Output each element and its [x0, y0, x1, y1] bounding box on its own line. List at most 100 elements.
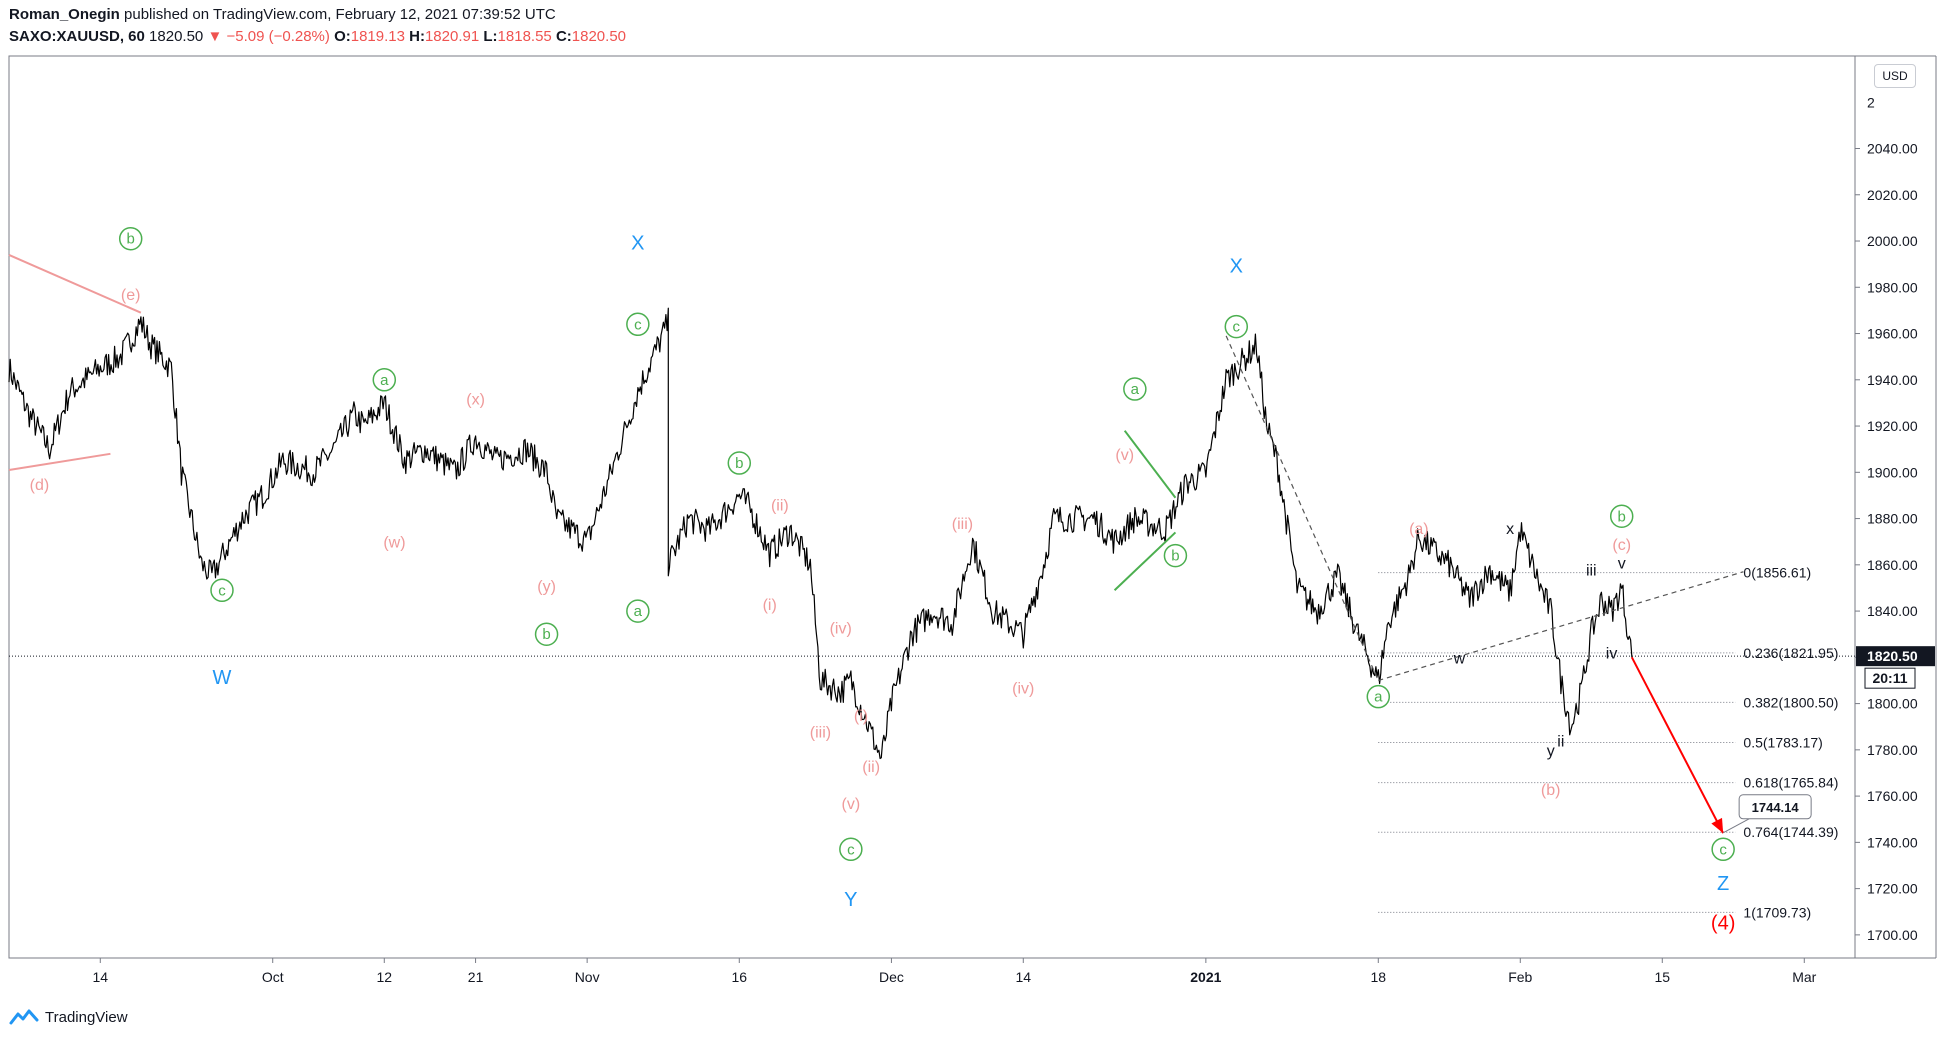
wave-label: Y [844, 889, 857, 911]
fib-level-label: 0.764(1744.39) [1743, 824, 1838, 840]
wave-label: a [1374, 689, 1383, 706]
low-label: L: [483, 28, 498, 45]
fib-level-label: 0.382(1800.50) [1743, 694, 1838, 710]
wave-label: (x) [466, 391, 485, 408]
fib-level-label: 0.5(1783.17) [1743, 735, 1822, 751]
plot-frame [8, 55, 1856, 959]
wave-label-circle [118, 226, 143, 251]
author-name: Roman_Onegin [9, 6, 120, 23]
y-tick-label: 1860.00 [1867, 557, 1918, 573]
open-value: 1819.13 [350, 28, 405, 45]
x-tick-label: 14 [1015, 969, 1031, 985]
y-tick-label: 1840.00 [1867, 603, 1918, 619]
wave-label: (w) [383, 535, 405, 552]
last-price-tag-label: 1820.50 [1867, 648, 1918, 664]
target-callout-pointer [1722, 818, 1750, 834]
y-tick-label: 1720.00 [1867, 881, 1918, 897]
y-tick-label: 2000.00 [1867, 233, 1918, 249]
wave-label: (iv) [1012, 680, 1034, 697]
wave-label: (v) [1115, 447, 1134, 464]
last-price-tag [1856, 646, 1935, 667]
wave-label: (d) [30, 477, 50, 494]
trendline [8, 452, 111, 471]
wave-label-circle [1123, 377, 1147, 401]
wave-label: X [631, 232, 644, 254]
fib-level-label: 0.236(1821.95) [1743, 645, 1838, 661]
y-tick-label: 2040.00 [1867, 141, 1918, 157]
wave-label: (a) [1409, 521, 1429, 538]
wave-label: (c) [1612, 537, 1631, 554]
wave-label-circle [626, 599, 650, 623]
wave-label: ii [1557, 734, 1564, 751]
wave-label-circle [626, 312, 650, 337]
x-tick-label: Oct [262, 969, 284, 985]
countdown-box [1864, 667, 1916, 689]
wave-label: (iii) [952, 516, 973, 533]
tradingview-logo-icon [9, 1009, 39, 1025]
high-label: H: [409, 28, 425, 45]
down-arrow-icon: ▼ [207, 28, 223, 45]
close-label: C: [555, 28, 572, 45]
wave-label: a [380, 372, 389, 389]
wave-label: w [1453, 650, 1466, 667]
wave-label-circle [1224, 314, 1249, 339]
wave-label: W [213, 667, 232, 689]
wave-label: (iii) [810, 724, 831, 741]
wave-label: a [634, 603, 643, 620]
x-tick-label: Feb [1508, 969, 1532, 985]
symbol-name: SAXO:XAUUSD, 60 [9, 28, 145, 45]
wave-label: b [735, 455, 743, 472]
x-tick-label: Mar [1792, 969, 1816, 985]
fib-level-label: 0.618(1765.84) [1743, 775, 1838, 791]
y-tick-label: 1780.00 [1867, 742, 1918, 758]
price-chart[interactable]: 1700.00 1720.00 1740.00 1760.00 1780.00 1800.… [0, 0, 1938, 1000]
countdown-label: 20:11 [1872, 670, 1907, 686]
wave-label-circle [1711, 837, 1735, 862]
x-tick-label: 18 [1370, 969, 1386, 985]
wave-label: c [218, 582, 226, 599]
currency-button[interactable]: USD [1874, 64, 1916, 88]
brand-name: TradingView [45, 1008, 128, 1026]
wave-label-circle [372, 368, 397, 392]
fib-level-label: 0(1856.61) [1743, 565, 1811, 581]
wave-label: c [1719, 841, 1727, 858]
wave-label: (ii) [771, 498, 789, 515]
low-value: 1818.55 [497, 28, 552, 45]
y-tick-label: 1980.00 [1867, 279, 1918, 295]
price-series-line [8, 307, 1633, 760]
wave-label: c [847, 841, 855, 858]
projection-arrow-head [1711, 817, 1724, 834]
last-price: 1820.50 [149, 28, 204, 45]
trendline [1113, 531, 1177, 591]
target-callout-label: 1744.14 [1752, 800, 1800, 815]
wave-label: (e) [121, 287, 141, 304]
wave-label: (ii) [862, 759, 880, 776]
wave-label: (4) [1711, 912, 1735, 934]
x-tick-label: 12 [376, 969, 392, 985]
trendline [1123, 430, 1177, 499]
x-tick-label: 21 [468, 969, 484, 985]
x-tick-label: 14 [92, 969, 108, 985]
wave-label: b [1618, 508, 1626, 525]
wave-label: (iv) [830, 620, 852, 637]
price-change: −5.09 (−0.28%) [226, 28, 330, 45]
x-tick-label: Dec [879, 969, 904, 985]
publish-info: Roman_Onegin published on TradingView.co… [9, 6, 556, 23]
footer-brand: TradingView [9, 1008, 128, 1026]
wave-label: (y) [537, 579, 556, 596]
wave-label: v [1618, 556, 1626, 573]
open-label: O: [334, 28, 351, 45]
y-tick-label: 1700.00 [1867, 927, 1918, 943]
close-value: 1820.50 [571, 28, 627, 45]
y-tick-label: 1760.00 [1867, 788, 1918, 804]
target-callout-box [1738, 794, 1812, 820]
trendline [1378, 571, 1744, 682]
wave-label: (i) [763, 597, 777, 614]
wave-label: (v) [842, 796, 861, 813]
wave-label: iv [1606, 646, 1618, 663]
wave-label: b [542, 626, 550, 643]
wave-label: x [1506, 521, 1514, 538]
wave-label-circle [727, 451, 752, 475]
symbol-legend: SAXO:XAUUSD, 60 1820.50 ▼ −5.09 (−0.28%)… [9, 28, 626, 45]
y-tick-label: 1740.00 [1867, 834, 1918, 850]
